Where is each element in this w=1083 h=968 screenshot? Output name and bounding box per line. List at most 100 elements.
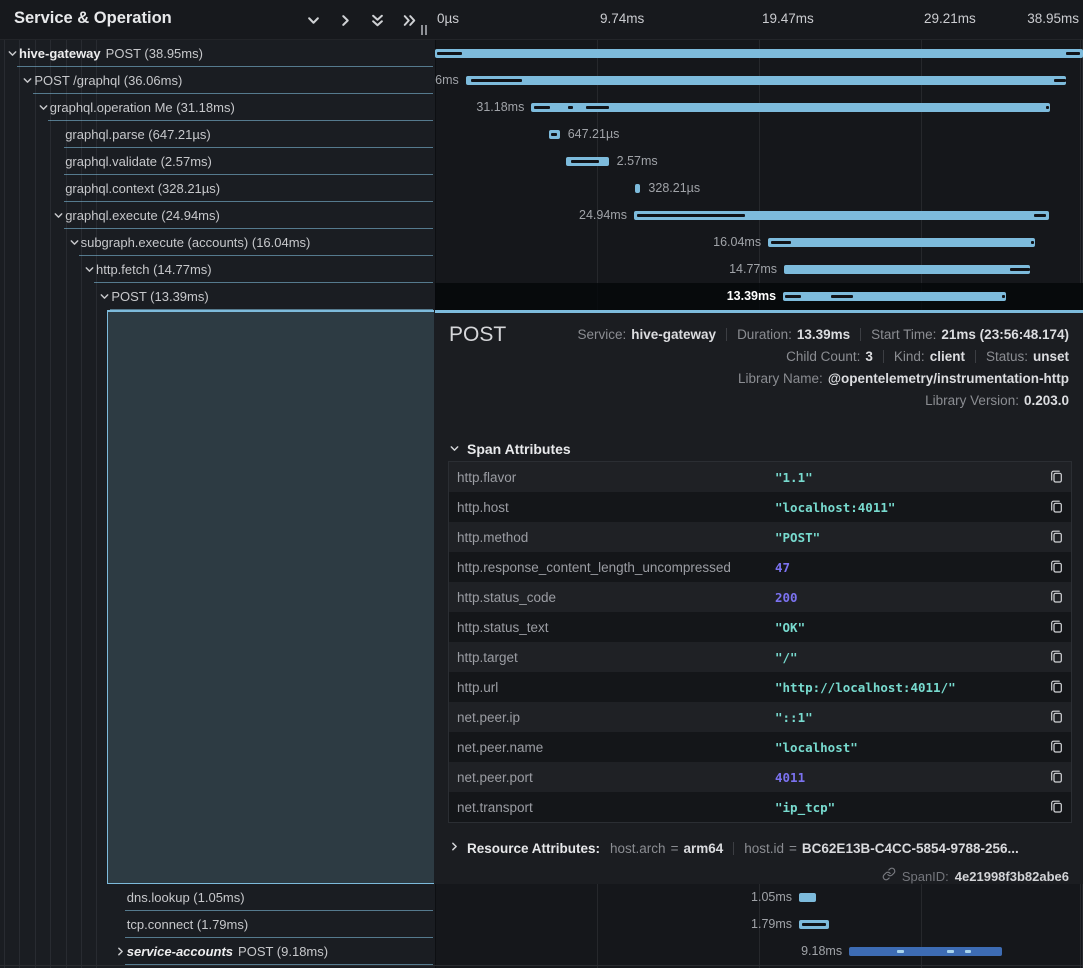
chevron-down-icon[interactable] [449, 441, 460, 457]
span-duration-bar[interactable] [799, 893, 816, 902]
timeline-cell[interactable] [435, 40, 1083, 67]
span-name-cell[interactable]: POST (13.39ms) [0, 283, 435, 310]
timeline-cell[interactable]: 16.04ms [435, 229, 1083, 256]
resource-key: host.arch [610, 841, 666, 856]
span-row[interactable]: graphql.execute (24.94ms)24.94ms [0, 202, 1083, 229]
chevron-down-icon[interactable] [68, 237, 81, 248]
attribute-value: 47 [775, 560, 790, 575]
resource-attributes-row: Resource Attributes:host.arch=arm64host.… [449, 839, 1019, 857]
timeline-cell[interactable]: 36.06ms [435, 67, 1083, 94]
copy-icon[interactable] [1048, 799, 1064, 815]
child-span-mark [831, 295, 853, 298]
span-name-cell[interactable]: http.fetch (14.77ms) [0, 256, 435, 283]
span-duration-label: 1.79ms [751, 917, 792, 931]
link-icon[interactable] [882, 867, 896, 886]
child-span-mark [586, 106, 609, 109]
child-span-mark [771, 241, 791, 244]
span-name-cell[interactable]: graphql.context (328.21µs) [0, 175, 435, 202]
chevrons-down-icon[interactable] [370, 13, 385, 28]
panel-resizer-handle[interactable] [421, 25, 427, 35]
chevron-down-icon[interactable] [306, 13, 321, 28]
span-name-cell[interactable]: dns.lookup (1.05ms) [0, 884, 435, 911]
ruler-tick-label: 19.47ms [762, 11, 814, 26]
span-duration-bar[interactable] [635, 184, 640, 193]
span-duration-bar[interactable] [849, 947, 1002, 956]
span-attributes-section-toggle[interactable]: Span Attributes [449, 441, 571, 457]
span-row[interactable]: POST /graphql (36.06ms)36.06ms [0, 67, 1083, 94]
span-name-cell[interactable]: graphql.parse (647.21µs) [0, 121, 435, 148]
span-name-cell[interactable]: graphql.execute (24.94ms) [0, 202, 435, 229]
span-name-cell[interactable]: hive-gatewayPOST (38.95ms) [0, 40, 435, 67]
span-duration-bar[interactable] [435, 49, 1083, 58]
chevron-down-icon[interactable] [52, 210, 65, 221]
copy-icon[interactable] [1048, 559, 1064, 575]
copy-icon[interactable] [1048, 649, 1064, 665]
copy-icon[interactable] [1048, 499, 1064, 515]
span-row[interactable]: tcp.connect (1.79ms) 1.79ms [0, 911, 1083, 938]
copy-icon[interactable] [1048, 619, 1064, 635]
detail-meta-line: Library Name:@opentelemetry/instrumentat… [738, 367, 1069, 389]
span-name-cell[interactable]: tcp.connect (1.79ms) [0, 911, 435, 938]
chevron-right-icon[interactable] [449, 839, 460, 857]
timeline-cell[interactable]: 14.77ms [435, 256, 1083, 283]
timeline-cell[interactable]: 1.79ms [435, 911, 1083, 938]
timeline-cell[interactable]: 1.05ms [435, 884, 1083, 911]
chevron-down-icon[interactable] [98, 291, 111, 302]
chevron-down-icon[interactable] [21, 75, 34, 86]
span-duration-bar[interactable] [549, 130, 560, 139]
timeline-cell[interactable]: 647.21µs [435, 121, 1083, 148]
ruler-tick-label: 29.21ms [924, 11, 976, 26]
span-row[interactable]: http.fetch (14.77ms)14.77ms [0, 256, 1083, 283]
copy-icon[interactable] [1048, 469, 1064, 485]
page-title: Service & Operation [14, 9, 172, 28]
meta-divider [726, 328, 727, 341]
span-duration-bar[interactable] [466, 76, 1066, 85]
chevron-down-icon[interactable] [37, 102, 50, 113]
span-detail-panel: POST Service:hive-gatewayDuration:13.39m… [435, 310, 1083, 884]
span-duration-bar[interactable] [799, 920, 829, 929]
span-name-cell[interactable]: service-accountsPOST (9.18ms) [0, 938, 435, 965]
chevron-right-icon[interactable] [338, 13, 353, 28]
chevrons-right-icon[interactable] [402, 13, 417, 28]
copy-icon[interactable] [1048, 679, 1064, 695]
span-duration-bar[interactable] [634, 211, 1049, 220]
span-duration-bar[interactable] [784, 265, 1030, 274]
span-name-cell[interactable]: graphql.validate (2.57ms) [0, 148, 435, 175]
attribute-key: http.target [457, 650, 518, 665]
span-name-cell[interactable]: POST /graphql (36.06ms) [0, 67, 435, 94]
span-duration-bar[interactable] [531, 103, 1050, 112]
span-duration-bar[interactable] [783, 292, 1006, 301]
copy-icon[interactable] [1048, 709, 1064, 725]
child-span-mark [947, 950, 954, 953]
copy-icon[interactable] [1048, 769, 1064, 785]
span-name-cell[interactable]: graphql.operation Me (31.18ms) [0, 94, 435, 121]
timeline-cell[interactable]: 13.39ms [435, 283, 1083, 310]
timeline-cell[interactable]: 9.18ms [435, 938, 1083, 965]
span-row[interactable]: graphql.operation Me (31.18ms)31.18ms [0, 94, 1083, 121]
timeline-cell[interactable]: 31.18ms [435, 94, 1083, 121]
chevron-down-icon[interactable] [6, 48, 19, 59]
span-row[interactable]: POST (13.39ms)13.39ms [0, 283, 1083, 310]
resource-attributes-title[interactable]: Resource Attributes: [467, 841, 600, 856]
span-row[interactable]: service-accountsPOST (9.18ms) 9.18ms [0, 938, 1083, 965]
copy-icon[interactable] [1048, 739, 1064, 755]
chevron-down-icon[interactable] [83, 264, 96, 275]
span-row[interactable]: hive-gatewayPOST (38.95ms) [0, 40, 1083, 67]
timeline-cell[interactable]: 2.57ms [435, 148, 1083, 175]
timeline-cell[interactable]: 328.21µs [435, 175, 1083, 202]
span-duration-bar[interactable] [768, 238, 1035, 247]
copy-icon[interactable] [1048, 589, 1064, 605]
child-span-mark [1010, 268, 1030, 271]
span-row[interactable]: graphql.context (328.21µs)328.21µs [0, 175, 1083, 202]
span-row[interactable]: subgraph.execute (accounts) (16.04ms)16.… [0, 229, 1083, 256]
chevron-right-icon[interactable] [114, 946, 127, 957]
span-name-cell[interactable]: subgraph.execute (accounts) (16.04ms) [0, 229, 435, 256]
span-row[interactable]: graphql.parse (647.21µs)647.21µs [0, 121, 1083, 148]
copy-icon[interactable] [1048, 529, 1064, 545]
span-duration-bar[interactable] [566, 157, 609, 166]
child-span-mark [1066, 52, 1080, 55]
span-row[interactable]: dns.lookup (1.05ms)1.05ms [0, 884, 1083, 911]
timeline-cell[interactable]: 24.94ms [435, 202, 1083, 229]
span-duration-label: 9.18ms [801, 944, 842, 958]
span-row[interactable]: graphql.validate (2.57ms)2.57ms [0, 148, 1083, 175]
